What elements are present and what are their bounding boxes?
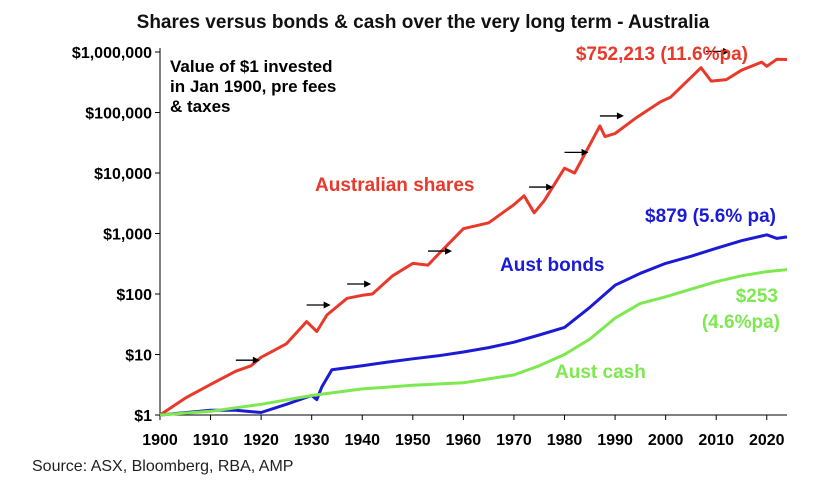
- x-tick-label: 1950: [395, 432, 431, 449]
- annotation-line: & taxes: [170, 97, 230, 116]
- x-tick-label: 2000: [648, 432, 684, 449]
- annotation-line: in Jan 1900, pre fees: [170, 77, 336, 96]
- shares-end-label: $752,213 (11.6%pa): [576, 44, 748, 65]
- arrow-marker-head: [364, 280, 372, 288]
- chart: Shares versus bonds & cash over the very…: [72, 12, 788, 449]
- arrow-marker-head: [444, 247, 452, 255]
- source-note: Source: ASX, Bloomberg, RBA, AMP: [32, 458, 294, 475]
- x-tick-label: 1930: [294, 432, 330, 449]
- x-tick-label: 1970: [496, 432, 532, 449]
- x-tick-label: 1910: [193, 432, 229, 449]
- series-line-australian-shares: [159, 57, 788, 417]
- shares-series-label: Australian shares: [315, 175, 474, 196]
- series-line-aust-bonds: [159, 233, 788, 417]
- x-tick-label: 1900: [142, 432, 178, 449]
- arrow-marker-head: [723, 47, 731, 55]
- x-tick-label: 2020: [749, 432, 785, 449]
- arrow-marker-head: [252, 356, 260, 364]
- arrow-marker-head: [323, 301, 331, 309]
- series-line-aust-cash: [159, 268, 788, 417]
- arrow-marker-head: [616, 112, 624, 120]
- x-tick-label: 1920: [243, 432, 279, 449]
- x-tick-label: 2010: [698, 432, 734, 449]
- chart-title: Shares versus bonds & cash over the very…: [137, 12, 710, 33]
- annotation-line: Value of $1 invested: [170, 57, 333, 76]
- y-tick-label: $100: [116, 287, 152, 304]
- axes: $1 $10 $100 $1,000 $10,000 $100,000 $1,000,000…: [72, 45, 787, 449]
- bonds-end-label: $879 (5.6% pa): [645, 206, 776, 227]
- cash-end-label-line1: $253: [736, 286, 778, 307]
- y-tick-label: $10,000: [94, 166, 152, 183]
- y-tick-label: $1,000: [103, 227, 152, 244]
- arrow-marker-head: [546, 183, 554, 191]
- y-tick-label: $10: [125, 348, 152, 365]
- arrow-markers: [235, 47, 731, 364]
- y-tick-label: $100,000: [85, 106, 152, 123]
- x-tick-label: 1960: [446, 432, 482, 449]
- arrow-marker-head: [581, 148, 589, 156]
- x-tick-label: 1990: [597, 432, 633, 449]
- y-tick-label: $1: [134, 408, 152, 425]
- x-tick-label: 1940: [344, 432, 380, 449]
- cash-end-label-line2: (4.6%pa): [702, 312, 780, 333]
- bonds-series-label: Aust bonds: [500, 255, 605, 276]
- x-tick-label: 1980: [547, 432, 583, 449]
- y-tick-label: $1,000,000: [72, 45, 152, 62]
- labels-layer: Value of $1 invested in Jan 1900, pre fee…: [170, 44, 780, 383]
- annotation-text: Value of $1 invested in Jan 1900, pre fee…: [170, 57, 336, 116]
- cash-series-label: Aust cash: [555, 362, 646, 383]
- series-layer: [159, 57, 788, 417]
